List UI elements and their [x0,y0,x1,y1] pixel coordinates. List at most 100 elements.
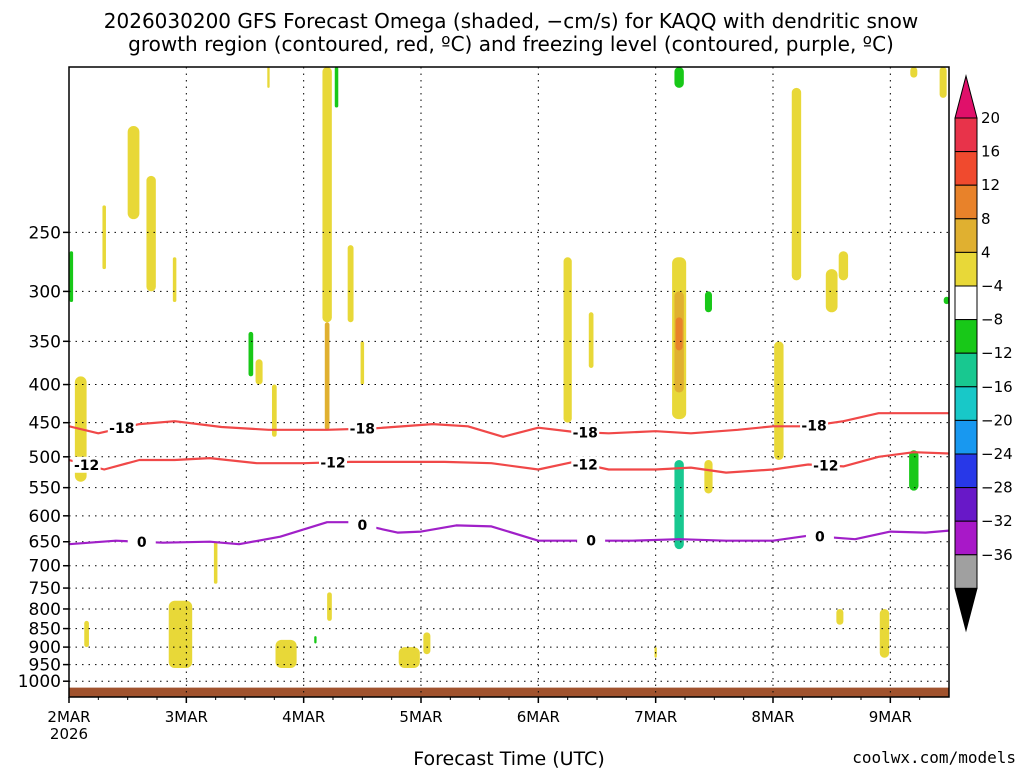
omega-blob [676,487,683,524]
omega-blob [774,341,784,461]
x-tick-sublabel: 2026 [50,725,88,743]
plot-frame [68,66,950,698]
x-tick-label: 9MAR [869,708,912,726]
omega-blob [347,245,354,323]
contour-label: -12 [320,455,345,471]
colorbar-label: 16 [981,143,1000,161]
y-tick-label: 650 [29,533,61,553]
omega-blob [213,541,218,584]
colorbar-label: −20 [981,411,1013,429]
y-tick-label: 300 [29,282,61,302]
omega-blob [84,620,89,648]
contour-label-bg [107,420,136,437]
colorbar-segment [954,520,978,556]
contour-label-bg [319,454,347,471]
y-tick-label: 1000 [18,672,61,692]
omega-blob [127,126,140,220]
source-credit[interactable]: coolwx.com/models [852,748,1016,767]
y-tick-label: 750 [29,579,61,599]
contour-label: -18 [350,422,375,438]
contour-label-bg [800,417,829,434]
contour-label: 0 [357,518,367,534]
y-tick-label: 250 [29,223,61,243]
y-axis: 2503003504004505005506006507007508008509… [18,223,69,692]
colorbar-label: 4 [981,243,991,261]
contour-label-bg [348,516,377,533]
omega-blob [275,639,297,668]
contour-label: -18 [573,425,598,441]
colorbar-label: −28 [981,479,1013,497]
omega-blob [398,647,420,668]
y-tick-label: 550 [29,479,61,499]
omega-blob [825,269,838,313]
x-tick-label: 2MAR [47,708,90,726]
contour-label: -12 [813,458,838,474]
chart-title-line2: growth region (contoured, red, ºC) and f… [128,32,894,56]
colorbar-label: −4 [981,277,1003,295]
omega-blob [146,175,156,292]
contour-label-bg [811,457,840,474]
omega-blob [324,322,330,430]
colorbar-label: −16 [981,378,1013,396]
omega-blob [271,384,277,437]
contour-label: -12 [573,457,598,473]
omega-blob [267,67,270,88]
omega-blob [255,359,263,385]
omega-blob [322,67,332,323]
contour-label-bg [577,532,606,549]
contour-label-bg [805,528,834,545]
omega-blob [943,296,949,305]
contour-label: -18 [801,418,826,434]
omega-blob [327,592,332,621]
omega-blob [102,205,106,270]
y-tick-label: 950 [29,656,61,676]
contour-label-bg [72,456,101,473]
terrain-band [69,687,949,697]
colorbar-segment [954,554,978,589]
contour-label: -12 [74,458,99,474]
y-tick-label: 850 [29,620,61,640]
omega-blob [314,636,317,644]
colorbar-segment [954,453,978,489]
contour-label: 0 [815,530,825,546]
colorbar-label: −32 [981,512,1013,530]
chart-title-line1: 2026030200 GFS Forecast Omega (shaded, −… [104,9,918,33]
x-tick-label: 6MAR [517,708,560,726]
colorbar-segment [954,184,978,220]
omega-blob [360,341,365,385]
y-tick-label: 450 [29,414,61,434]
colorbar-label: 12 [981,176,1000,194]
omega-blob [704,291,712,313]
contour-label: 0 [586,534,596,550]
colorbar-segment [954,117,978,153]
terrain-fill [69,687,949,697]
x-tick-label: 4MAR [282,708,325,726]
colorbar-label: −24 [981,445,1013,463]
colorbar-segment [954,151,978,186]
colorbar-label: −12 [981,344,1013,362]
colorbar-label: 20 [981,109,1000,127]
y-tick-label: 900 [29,638,61,658]
colorbar-bottom-arrow [954,587,978,633]
omega-blob [910,67,918,78]
colorbar-segment [954,386,978,421]
contour-label-bg [348,420,377,437]
contour-lines: -18 -18 -18 -18 -12 -12 -12 -12 0 0 0 0 [69,412,949,551]
omega-blob [563,257,572,423]
colorbar-segment [954,319,978,354]
y-tick-label: 400 [29,376,61,396]
x-tick-label: 7MAR [634,708,677,726]
y-tick-label: 700 [29,557,61,577]
omega-blob [838,251,849,281]
omega-blob [334,67,339,108]
colorbar-segment [954,487,978,522]
colorbar-segment [954,251,978,287]
y-tick-label: 800 [29,600,61,620]
omega-blob [69,251,74,303]
contour-label: -18 [109,421,134,437]
x-axis-label: Forecast Time (UTC) [413,748,604,768]
grid-lines [68,67,949,697]
colorbar-label: −36 [981,546,1013,564]
